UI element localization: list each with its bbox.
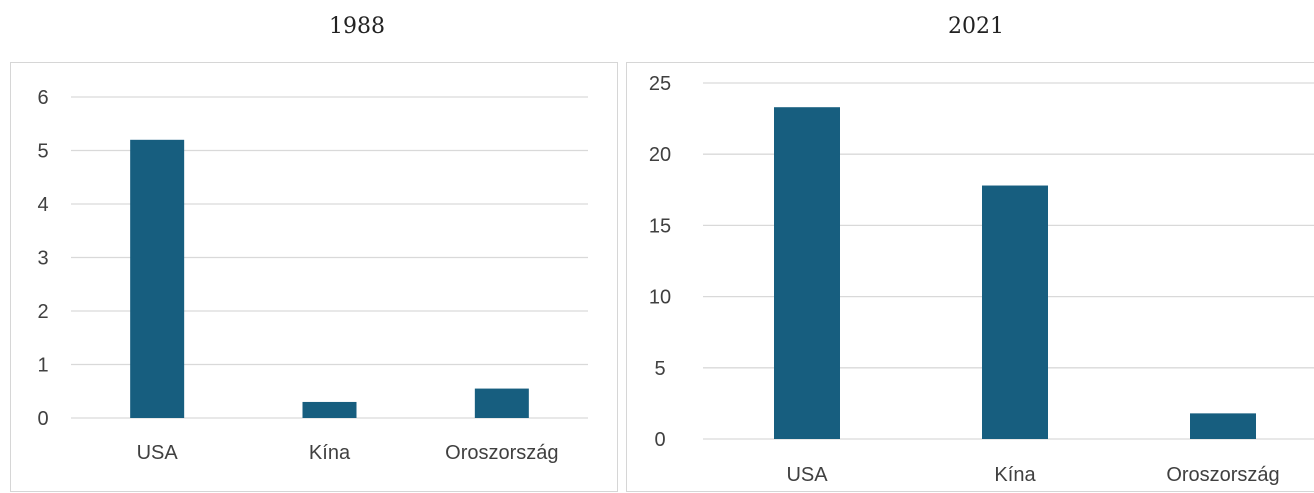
x-category-label: Oroszország [1166, 464, 1279, 486]
y-tick-label: 3 [37, 248, 48, 270]
chart-title-2021: 2021 [948, 14, 1004, 39]
y-tick-label: 0 [37, 408, 48, 430]
bar-kína [302, 401, 357, 418]
x-category-label: USA [786, 464, 828, 486]
x-category-label: Oroszország [445, 442, 558, 464]
y-tick-label: 20 [649, 144, 671, 166]
y-tick-label: 10 [649, 287, 671, 309]
bar-usa [774, 107, 840, 439]
y-tick-label: 4 [37, 194, 48, 216]
y-tick-label: 25 [649, 73, 671, 95]
bar-kína [982, 185, 1048, 439]
bar-chart-2021: 0 5 10 15 20 25 USA Kína Oroszország [649, 73, 1314, 486]
bar-usa [130, 139, 185, 419]
chart-panel-1988: 0 1 2 3 4 5 6 USA Kína Oroszország [10, 62, 618, 492]
bar-chart-1988: 0 1 2 3 4 5 6 USA Kína Oroszország [37, 87, 588, 464]
y-tick-label: 5 [654, 358, 665, 380]
y-tick-label: 1 [37, 355, 48, 377]
y-tick-label: 5 [37, 141, 48, 163]
chart-panel-2021: 0 5 10 15 20 25 USA Kína Oroszország [626, 62, 1314, 492]
chart-title-1988: 1988 [329, 14, 385, 39]
x-category-label: Kína [994, 464, 1036, 486]
y-tick-label: 2 [37, 301, 48, 323]
x-category-label: Kína [309, 442, 351, 464]
y-tick-label: 15 [649, 215, 671, 237]
y-tick-label: 6 [37, 87, 48, 109]
bar-oroszország [474, 388, 529, 418]
y-tick-label: 0 [654, 429, 665, 451]
x-category-label: USA [137, 442, 179, 464]
bar-oroszország [1190, 413, 1256, 439]
